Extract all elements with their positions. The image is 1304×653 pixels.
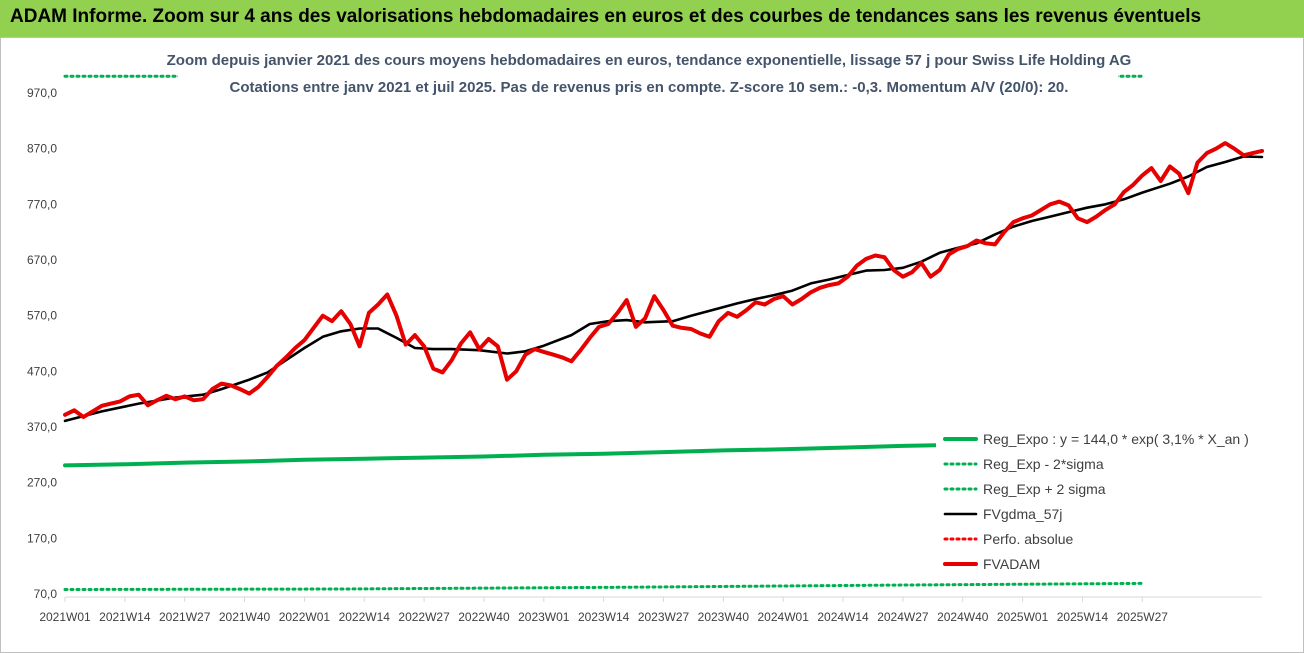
x-tick-label: 2023W01	[518, 610, 570, 624]
x-tick-label: 2021W27	[159, 610, 211, 624]
legend-label: Reg_Expo : y = 144,0 * exp( 3,1% * X_an …	[983, 431, 1249, 447]
legend-label: FVgdma_57j	[983, 506, 1062, 522]
series-line	[63, 141, 1264, 419]
y-tick-label: 270,0	[27, 476, 57, 490]
y-tick-label: 770,0	[27, 197, 57, 211]
legend-label: Reg_Exp - 2*sigma	[983, 456, 1104, 472]
x-tick-label: 2021W14	[99, 610, 151, 624]
report-title: ADAM Informe. Zoom sur 4 ans des valoris…	[10, 6, 1202, 27]
y-tick-label: 570,0	[27, 309, 57, 323]
y-tick-label: 70,0	[34, 587, 58, 601]
y-tick-label: 670,0	[27, 253, 57, 267]
x-tick-label: 2023W27	[638, 610, 690, 624]
legend: Reg_Expo : y = 144,0 * exp( 3,1% * X_an …	[936, 428, 1256, 580]
title-background	[178, 44, 1118, 102]
x-tick-label: 2025W01	[997, 610, 1049, 624]
y-tick-label: 970,0	[27, 86, 57, 100]
x-tick-label: 2024W01	[758, 610, 810, 624]
chart-title: Zoom depuis janvier 2021 des cours moyen…	[167, 52, 1132, 69]
legend-label: Reg_Exp + 2 sigma	[983, 481, 1106, 497]
x-tick-label: 2023W40	[698, 610, 750, 624]
x-tick-label: 2021W01	[39, 610, 91, 624]
x-tick-label: 2024W14	[817, 610, 869, 624]
x-tick-label: 2022W40	[458, 610, 510, 624]
y-tick-label: 470,0	[27, 364, 57, 378]
x-tick-label: 2022W01	[279, 610, 331, 624]
x-tick-label: 2025W14	[1057, 610, 1109, 624]
x-tick-label: 2023W14	[578, 610, 630, 624]
series-lines	[63, 141, 1264, 468]
legend-background	[936, 428, 1256, 580]
x-axis: 2021W01 2021W14 2021W27 2021W40 2022W01 2022W…	[39, 596, 1262, 624]
chart-titles: Zoom depuis janvier 2021 des cours moyen…	[167, 44, 1132, 102]
y-tick-label: 170,0	[27, 531, 57, 545]
series-line	[63, 581, 1144, 591]
x-tick-label: 2022W27	[398, 610, 450, 624]
y-axis: 970,0 870,0 770,0 670,0 570,0 470,0 370,0 270,0…	[27, 86, 57, 601]
chart-subtitle: Cotations entre janv 2021 et juil 2025. …	[230, 79, 1069, 96]
x-tick-label: 2022W14	[339, 610, 391, 624]
y-tick-label: 870,0	[27, 142, 57, 156]
x-tick-label: 2025W27	[1117, 610, 1169, 624]
legend-label: Perfo. absolue	[983, 531, 1073, 547]
y-tick-label: 370,0	[27, 420, 57, 434]
x-tick-label: 2024W27	[877, 610, 929, 624]
x-tick-label: 2021W40	[219, 610, 271, 624]
series-line	[63, 155, 1264, 423]
legend-label: FVADAM	[983, 556, 1040, 572]
report-header: ADAM Informe. Zoom sur 4 ans des valoris…	[0, 0, 1304, 37]
x-tick-label: 2024W40	[937, 610, 989, 624]
